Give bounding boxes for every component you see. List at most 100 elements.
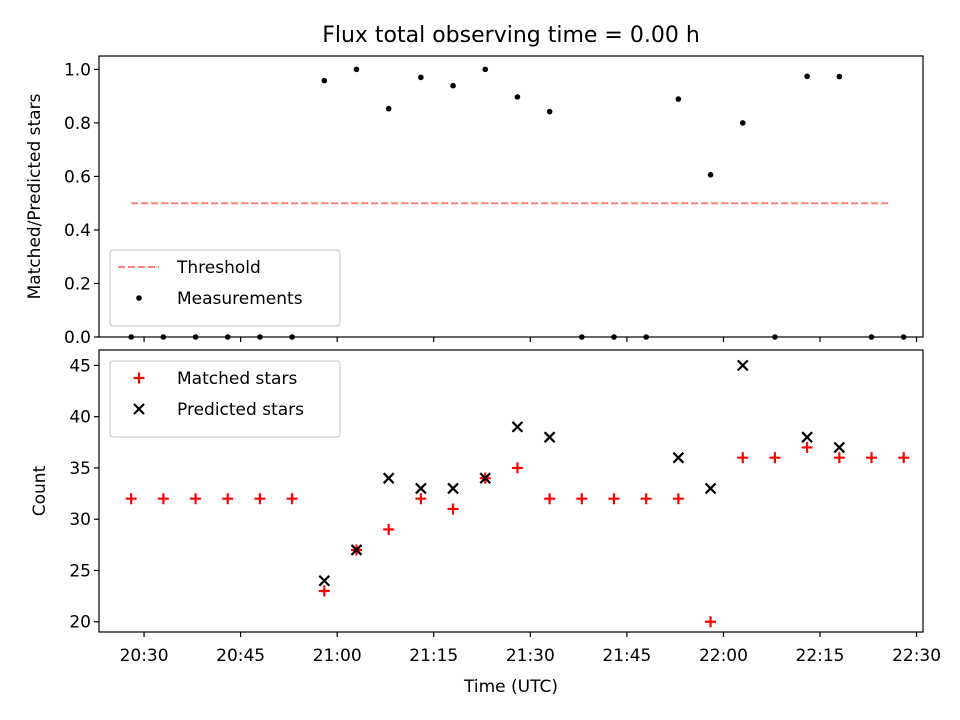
predicted-star-point	[672, 451, 685, 464]
measurement-point	[643, 334, 649, 340]
x-tick-label: 21:30	[506, 646, 555, 666]
matched-star-point	[737, 452, 749, 464]
matched-star-point	[286, 493, 298, 505]
measurement-point	[192, 334, 199, 340]
measurement-point	[321, 77, 328, 84]
measurement-point	[611, 334, 617, 340]
measurement-point	[160, 334, 167, 340]
legend-box	[109, 249, 341, 327]
y-tick-label: 1.0	[64, 60, 91, 80]
figure-title: Flux total observing time = 0.00 h	[322, 23, 700, 48]
panel-bottom: 20 25 30 35 40 45 20:30 20:45 21:00 21:15 21:30 21:…	[30, 349, 941, 697]
legend-matched-swatch	[133, 372, 145, 384]
measurement-point	[868, 334, 875, 340]
y-tick-label: 25	[69, 561, 91, 581]
y-tick-label: 40	[69, 408, 91, 428]
matched-star-point	[511, 462, 523, 474]
panel-top: 0.0 0.2 0.4 0.6 0.8 1.0 Matched/Predicted star…	[25, 55, 924, 348]
predicted-star-point	[350, 544, 363, 556]
measurement-point	[289, 334, 295, 340]
measurement-point	[900, 334, 907, 340]
x-tick-label: 21:00	[313, 646, 362, 666]
y-tick-label: 20	[69, 613, 91, 633]
matched-star-point	[769, 452, 781, 464]
y-tick-label: 45	[69, 356, 91, 376]
matched-star-point	[318, 585, 330, 597]
matched-star-point	[866, 452, 877, 464]
predicted-star-point	[318, 574, 331, 587]
measurement-point	[353, 66, 360, 73]
predicted-star-point	[543, 431, 556, 443]
legend: Threshold Measurements	[109, 249, 341, 327]
x-tick-label: 21:45	[602, 646, 651, 666]
matched-star-point	[898, 452, 910, 464]
measurement-point	[772, 334, 778, 340]
measurement-point	[675, 96, 682, 102]
legend-measurement-swatch	[136, 295, 142, 301]
x-axis-label: Time (UTC)	[463, 677, 558, 697]
y-tick-label: 0.8	[64, 114, 91, 134]
measurement-point	[418, 74, 424, 81]
measurement-point	[707, 172, 714, 178]
matched-star-point	[222, 493, 234, 505]
matched-star-point	[190, 493, 202, 505]
legend-label: Threshold	[176, 258, 261, 278]
matched-star-point	[125, 493, 137, 505]
predicted-star-point	[511, 421, 524, 433]
measurement-point	[257, 334, 263, 340]
x-tick-label: 20:30	[120, 646, 169, 666]
matched-star-point	[415, 493, 427, 505]
matched-star-point	[640, 493, 652, 505]
matched-star-point	[705, 616, 717, 628]
matched-star-point	[672, 493, 684, 505]
measurement-point	[128, 334, 134, 340]
x-tick-label: 22:00	[699, 646, 748, 666]
y-tick-label: 0.2	[64, 274, 91, 294]
measurement-point	[739, 120, 746, 126]
predicted-star-point	[704, 482, 717, 495]
legend-label: Predicted stars	[177, 400, 304, 420]
matched-star-point	[608, 493, 620, 505]
predicted-star-point	[833, 441, 846, 454]
predicted-star-point	[447, 482, 459, 495]
measurement-point	[804, 73, 810, 80]
predicted-star-point	[479, 472, 492, 484]
x-tick-label: 21:15	[409, 646, 458, 666]
y-tick-label: 30	[69, 510, 91, 530]
predicted-star-point	[801, 431, 813, 443]
measurement-point	[836, 73, 843, 80]
measurement-point	[450, 82, 456, 89]
y-tick-label: 0.4	[64, 221, 91, 241]
matched-star-point	[576, 493, 588, 505]
legend-label: Measurements	[177, 289, 303, 309]
predicted-star-point	[382, 472, 395, 484]
predicted-star-point	[736, 359, 749, 372]
y-axis-label: Count	[30, 465, 50, 516]
measurement-point	[546, 108, 553, 115]
matched-star-point	[447, 503, 459, 515]
matched-star-point	[254, 493, 266, 505]
matched-star-point	[833, 452, 845, 464]
legend: Matched stars Predicted stars	[109, 360, 341, 438]
legend-box	[109, 360, 341, 438]
x-tick-label: 22:30	[892, 646, 941, 666]
y-tick-label: 0.6	[64, 167, 91, 187]
x-tick-label: 20:45	[216, 646, 265, 666]
predicted-star-point	[415, 482, 427, 495]
measurement-point	[579, 334, 585, 340]
matched-star-point	[157, 493, 169, 505]
y-tick-label: 35	[69, 459, 91, 479]
matched-star-point	[801, 441, 813, 453]
legend-predicted-swatch	[133, 403, 145, 415]
y-tick-label: 0.0	[64, 328, 91, 348]
measurement-point	[385, 105, 392, 112]
legend-label: Matched stars	[177, 369, 297, 389]
matched-star-point	[383, 523, 395, 535]
measurement-point	[514, 94, 521, 100]
x-tick-label: 22:15	[796, 646, 845, 666]
measurement-point	[224, 334, 231, 340]
measurement-point	[482, 66, 489, 73]
y-axis-label: Matched/Predicted stars	[25, 93, 45, 299]
matched-star-point	[544, 493, 556, 505]
